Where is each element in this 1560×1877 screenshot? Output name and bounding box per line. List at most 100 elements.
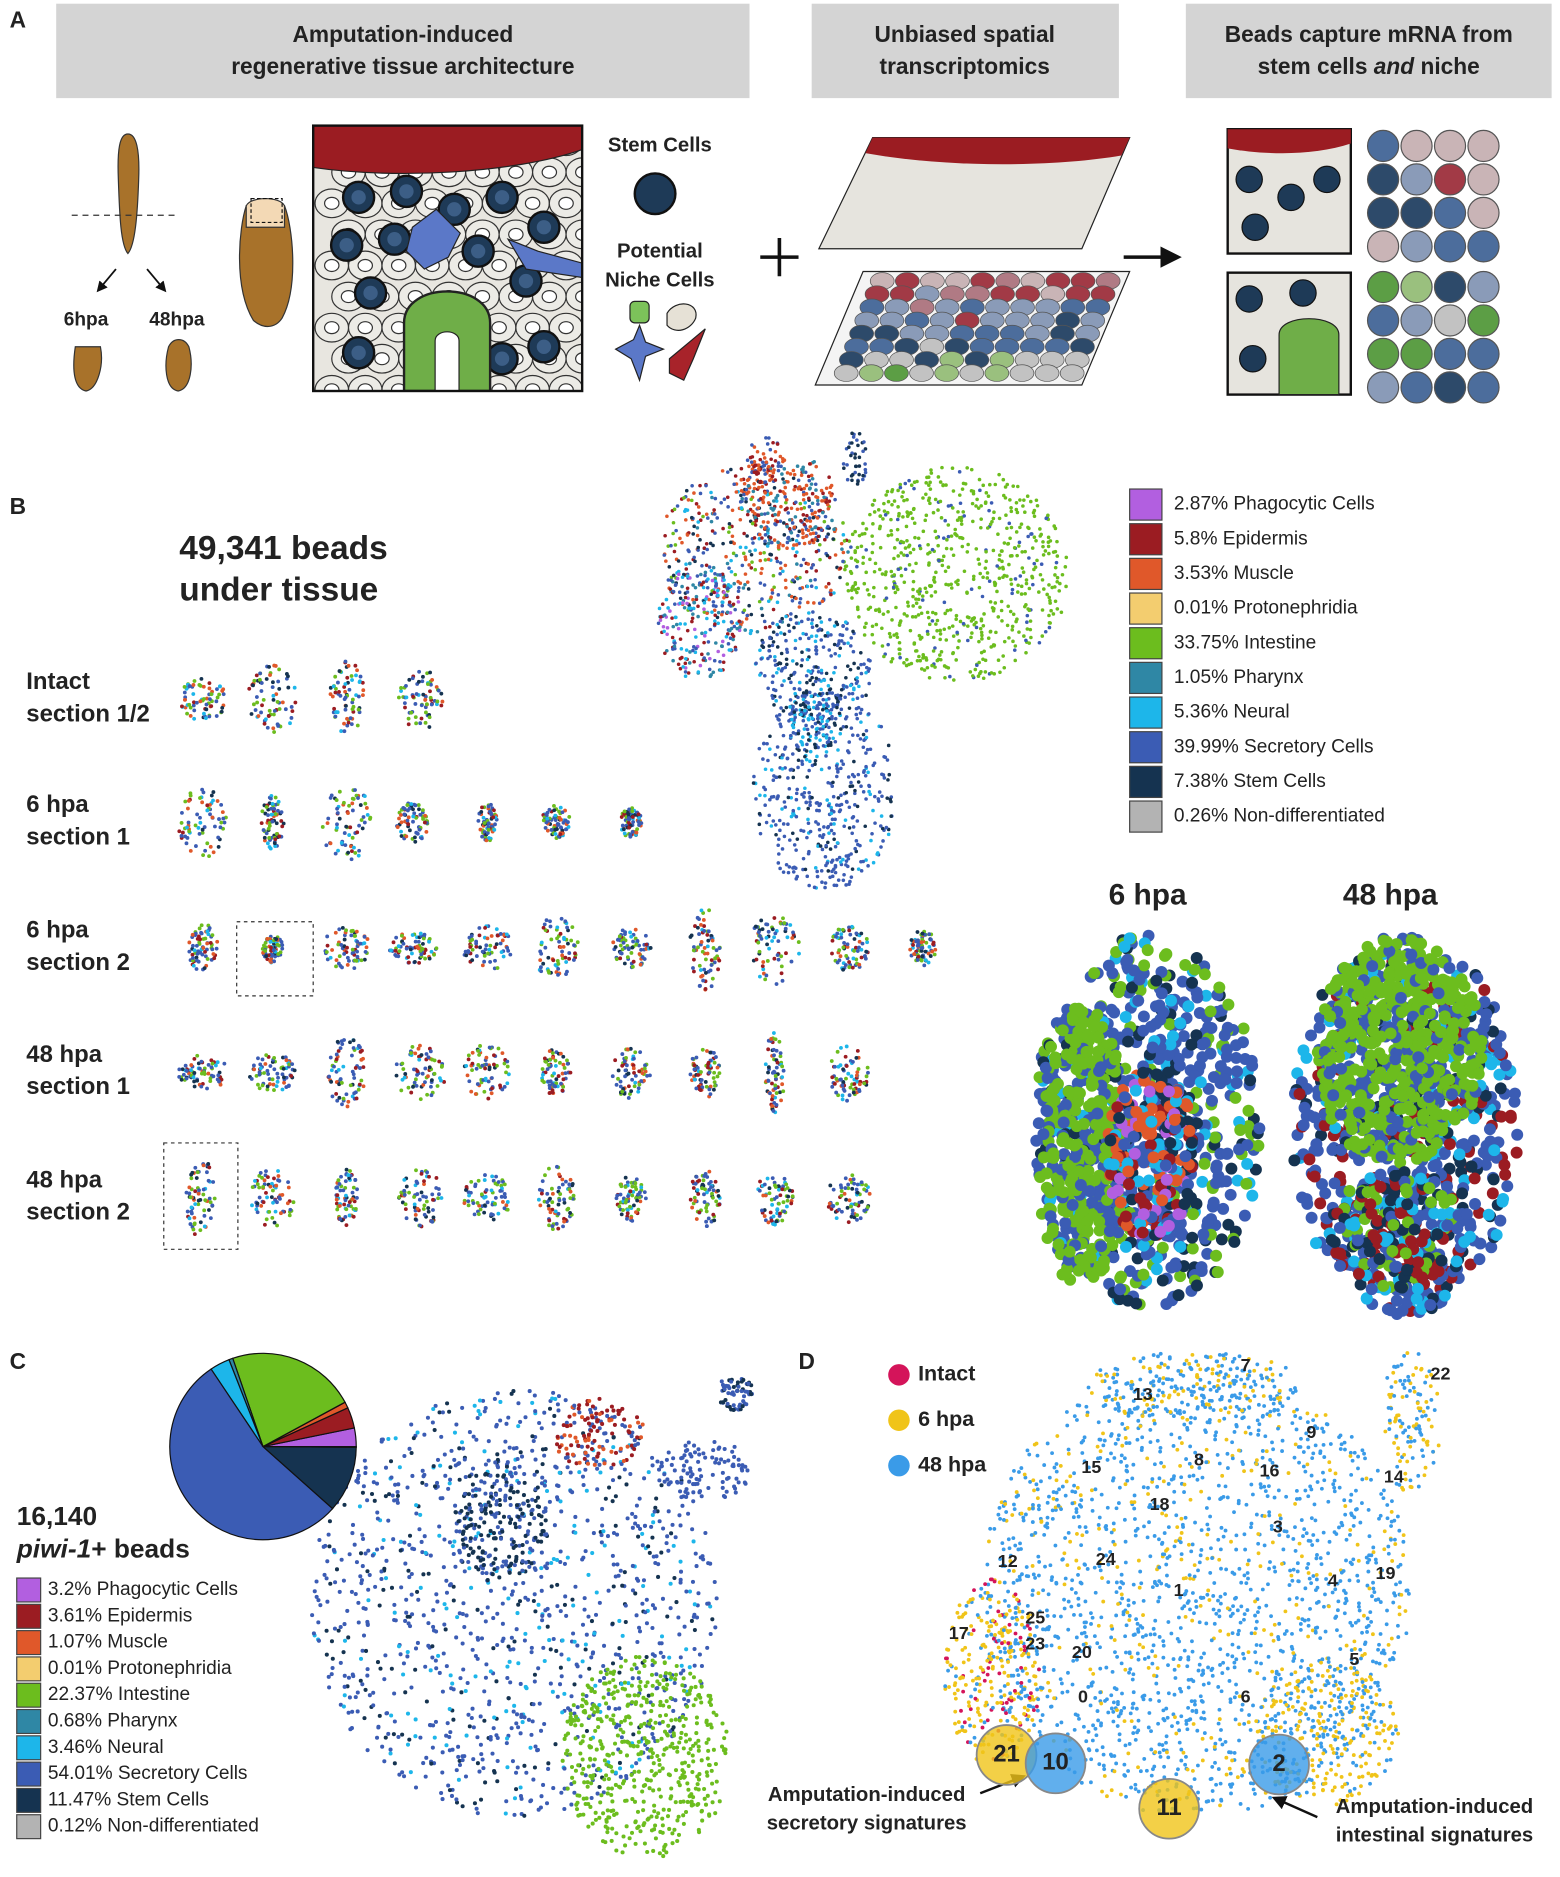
bead-dot	[892, 499, 897, 503]
bead-dot	[343, 689, 348, 694]
bead-dot	[704, 1209, 709, 1214]
bead-dot	[698, 538, 702, 542]
bead-dot	[819, 869, 824, 873]
bead-dot	[434, 685, 439, 689]
bead-dot	[270, 685, 275, 690]
bead-dot	[857, 615, 861, 619]
bead-dot	[931, 510, 936, 515]
bead-dot	[691, 583, 695, 587]
bead-dot	[785, 1204, 789, 1209]
bead-dot	[502, 1192, 507, 1196]
bead-dot	[695, 526, 700, 530]
bead-dot	[703, 1080, 708, 1084]
bead-dot	[545, 816, 550, 821]
bead-dot	[924, 590, 929, 595]
bead-dot	[971, 577, 976, 582]
bead-dot	[927, 622, 932, 627]
bead-dot	[334, 958, 339, 963]
bead-dot	[898, 485, 903, 490]
bead-dot	[215, 1060, 220, 1065]
bead-dot	[951, 489, 956, 493]
bead-dot	[826, 506, 831, 511]
bead-dot	[782, 480, 786, 485]
bead-dot	[769, 491, 773, 496]
bead-dot	[350, 947, 355, 952]
bead-dot	[791, 578, 795, 582]
bead-dot	[268, 939, 273, 944]
bead-dot	[264, 1217, 269, 1222]
bead-dot	[440, 1064, 444, 1068]
bead-dot	[411, 1084, 415, 1089]
bead-dot	[769, 768, 774, 772]
bead-dot	[845, 1205, 850, 1210]
bead-dot	[906, 544, 911, 549]
bead-dot	[1014, 619, 1018, 624]
bead-dot	[688, 1072, 693, 1077]
bead-dot	[478, 827, 483, 832]
bead-dot	[946, 523, 951, 527]
bead-dot	[702, 656, 707, 660]
bead-dot	[339, 840, 344, 845]
bead-dot	[766, 1070, 770, 1075]
bead-dot	[815, 869, 819, 874]
bead-dot	[727, 566, 731, 570]
bead-dot	[1048, 598, 1052, 603]
bead-dot	[774, 823, 778, 827]
bead-dot	[482, 953, 487, 958]
bead-dot	[850, 532, 855, 537]
bead-dot	[180, 704, 184, 709]
bead-dot	[850, 596, 854, 600]
bead-dot	[262, 943, 266, 948]
bead-dot	[814, 495, 818, 499]
bead-dot	[825, 798, 830, 802]
bead-dot	[617, 1204, 622, 1209]
bead-dot	[862, 581, 867, 586]
bead-dot	[985, 526, 990, 530]
bead-dot	[882, 509, 887, 513]
bead-dot	[875, 851, 880, 855]
bead-dot	[558, 1051, 563, 1056]
bead-dot	[704, 483, 708, 488]
bead-dot	[482, 1089, 487, 1094]
bead-dot	[729, 540, 733, 545]
bead-dot	[840, 1097, 845, 1102]
bead-dot	[858, 843, 862, 848]
bead-dot	[197, 940, 202, 945]
bead-dot	[427, 1065, 432, 1070]
bead-dot	[252, 678, 257, 683]
bead-dot	[764, 922, 769, 927]
bead-dot	[714, 581, 719, 586]
bead-dot	[491, 815, 496, 820]
bead-dot	[1028, 619, 1033, 623]
bead-dot	[325, 821, 330, 826]
bead-dot	[756, 506, 761, 510]
bead-dot	[560, 1182, 565, 1187]
bead-dot	[191, 956, 195, 960]
bead-dot	[259, 689, 264, 693]
bead-dot	[182, 684, 187, 689]
bead-dot	[813, 537, 817, 542]
bead-dot	[402, 1188, 407, 1193]
bead-dot	[1037, 640, 1042, 645]
bead-dot	[358, 941, 363, 946]
bead-dot	[692, 945, 696, 949]
bead-dot	[790, 936, 795, 940]
bead-dot	[928, 501, 932, 506]
bead-dot	[751, 509, 755, 514]
bead-dot	[419, 1171, 424, 1176]
bead-dot	[911, 604, 915, 608]
bead-dot	[695, 1188, 700, 1192]
bead-dot	[399, 933, 404, 938]
bead-dot	[773, 478, 778, 482]
bead-dot	[801, 535, 805, 540]
bead-dot	[815, 808, 819, 813]
bead-dot	[684, 488, 689, 493]
bead-dot	[911, 587, 915, 592]
bead-dot	[732, 624, 737, 629]
bead-dot	[716, 588, 720, 593]
bead-dot	[847, 826, 852, 830]
bead-dot	[846, 641, 850, 645]
bead-dot	[259, 1203, 264, 1208]
bead-dot	[781, 733, 786, 738]
bead-dot	[810, 476, 815, 481]
